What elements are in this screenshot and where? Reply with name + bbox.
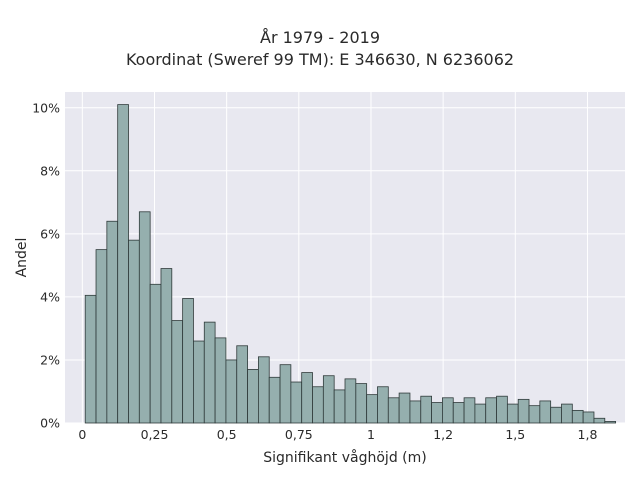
histogram-bar-15 (247, 369, 259, 424)
histogram-bar-12 (214, 337, 227, 424)
histogram-bar-28 (387, 397, 400, 424)
histogram-bar-39 (506, 403, 519, 424)
histogram-bar-31 (420, 395, 432, 424)
histogram-bar-34 (452, 402, 465, 424)
histogram-bar-4 (128, 239, 140, 424)
histogram-bar-27 (377, 386, 389, 424)
histogram-bar-21 (312, 386, 324, 424)
y-tick-label-4: 8% (40, 163, 60, 178)
histogram-bar-29 (398, 392, 411, 424)
histogram-bar-10 (193, 340, 205, 424)
histogram-bar-48 (604, 421, 617, 424)
histogram-bar-16 (258, 356, 270, 424)
histogram-bar-42 (539, 400, 552, 424)
histogram-bar-17 (268, 376, 281, 424)
histogram-bar-19 (290, 381, 303, 424)
x-tick-label-4: 1 (367, 427, 375, 442)
histogram-bar-38 (496, 395, 508, 424)
histogram-bar-36 (474, 403, 487, 424)
histogram-bar-8 (171, 320, 184, 424)
histogram-bar-20 (301, 372, 313, 424)
x-axis-label: Signifikant våghöjd (m) (263, 449, 426, 466)
y-axis-label: Andel (14, 238, 30, 278)
histogram-bar-11 (203, 321, 216, 424)
x-tick-label-6: 1,5 (505, 427, 525, 442)
x-tick-label-5: 1,2 (433, 427, 453, 442)
histogram-bar-24 (344, 378, 357, 424)
histogram-bar-22 (322, 375, 335, 424)
histogram-bar-14 (236, 345, 248, 424)
histogram-bar-6 (149, 283, 162, 424)
x-tick-label-7: 1,8 (578, 427, 598, 442)
histogram-bar-26 (366, 394, 378, 424)
chart-title-line1: År 1979 - 2019 (260, 28, 380, 47)
chart-title-line2: Koordinat (Sweref 99 TM): E 346630, N 62… (125, 50, 515, 69)
histogram-bar-7 (160, 268, 173, 424)
histogram-bar-2 (106, 220, 119, 424)
x-axis-ticks: 0 0,25 0,5 0,75 1 1,2 1,5 1,8 (78, 427, 597, 442)
histogram-bar-33 (442, 397, 454, 424)
y-tick-label-0: 0% (40, 416, 60, 431)
histogram-bar-47 (593, 417, 606, 424)
histogram-bar-30 (409, 400, 422, 424)
histogram-bar-23 (333, 389, 346, 424)
histogram-bar-5 (138, 211, 151, 424)
y-axis-ticks: 0% 2% 4% 6% 8% 10% (32, 100, 60, 430)
histogram-bar-44 (561, 403, 573, 424)
histogram-bar-1 (95, 249, 108, 424)
y-tick-label-5: 10% (32, 100, 60, 115)
y-tick-label-2: 4% (40, 289, 60, 304)
histogram-bar-3 (117, 104, 129, 424)
x-tick-label-0: 0 (78, 427, 86, 442)
histogram-bar-37 (485, 397, 497, 424)
histogram-bar-35 (463, 397, 476, 424)
x-tick-label-1: 0,25 (141, 427, 169, 442)
histogram-bar-32 (431, 402, 443, 424)
y-tick-label-1: 2% (40, 352, 60, 367)
histogram-bar-40 (517, 398, 530, 424)
x-tick-label-2: 0,5 (217, 427, 237, 442)
histogram-bar-18 (279, 364, 292, 424)
y-tick-label-3: 6% (40, 226, 60, 241)
histogram-bar-41 (528, 405, 541, 424)
histogram-bar-46 (582, 411, 595, 424)
x-tick-label-3: 0,75 (285, 427, 313, 442)
bars-group (84, 104, 617, 424)
histogram-bar-0 (84, 294, 97, 424)
histogram-bar-25 (355, 383, 368, 424)
histogram-bar-45 (571, 409, 584, 424)
histogram-bar-13 (225, 359, 238, 424)
histogram-bar-9 (182, 298, 194, 424)
histogram-bar-43 (550, 406, 562, 424)
